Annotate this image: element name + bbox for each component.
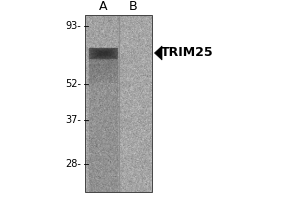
Text: 52-: 52- — [65, 79, 81, 89]
Text: 28-: 28- — [65, 159, 81, 169]
Polygon shape — [154, 46, 162, 60]
Bar — [85, 15, 152, 192]
Text: 37-: 37- — [65, 115, 81, 125]
Text: TRIM25: TRIM25 — [160, 46, 213, 60]
Text: 93-: 93- — [65, 21, 81, 31]
Text: A: A — [99, 0, 108, 14]
Text: B: B — [129, 0, 138, 14]
